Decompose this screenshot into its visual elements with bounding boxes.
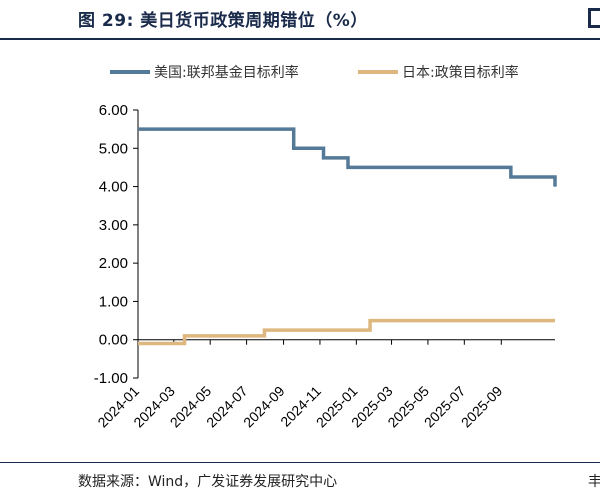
us-rate-line [138,127,557,187]
figure-title: 图 29: 美日货币政策周期错位（%） [78,11,368,31]
source-bar: 数据来源：Wind，广发证券发展研究中心 丰 [0,462,600,501]
y-tick-label: 2.00 [99,255,128,272]
title-bar: 图 29: 美日货币政策周期错位（%） [0,0,600,40]
y-tick-label: 5.00 [99,140,128,157]
legend-label-jp: 日本:政策目标利率 [402,65,519,81]
y-tick-label: 3.00 [99,217,128,234]
chart-legend: 美国:联邦基金目标利率 日本:政策目标利率 [110,62,590,82]
x-tick-label: 2025-09 [458,383,506,431]
data-source: 数据来源：Wind，广发证券发展研究中心 [78,474,338,490]
y-tick-label: -1.00 [94,370,128,387]
y-tick-label: 4.00 [99,179,128,196]
y-tick-label: 6.00 [99,102,128,119]
corner-mark [588,8,600,28]
legend-item-us: 美国:联邦基金目标利率 [110,62,299,82]
legend-swatch-us [110,70,150,74]
source-right-fragment: 丰 [588,474,600,490]
y-tick-label: 0.00 [99,332,128,349]
legend-swatch-jp [358,70,398,74]
legend-label-us: 美国:联邦基金目标利率 [154,65,299,81]
y-tick-label: 1.00 [99,293,128,310]
jp-rate-line [138,318,555,346]
legend-item-jp: 日本:政策目标利率 [358,62,519,82]
